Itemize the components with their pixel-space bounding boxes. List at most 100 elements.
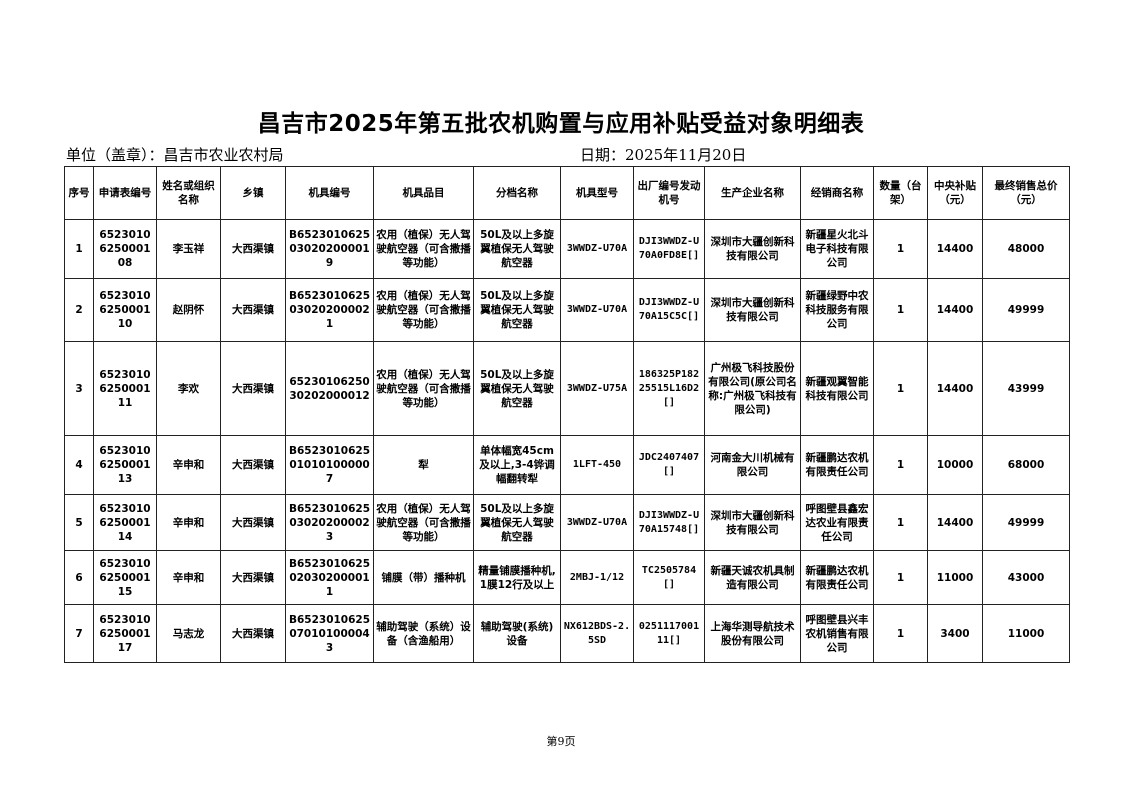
table-cell: 1 xyxy=(873,435,928,495)
table-cell: 单体幅宽45cm及以上,3-4铧调幅翻转犁 xyxy=(473,435,561,495)
table-cell: 6523010625000111 xyxy=(93,341,157,436)
table-cell: 2 xyxy=(64,278,94,342)
table-cell: 1 xyxy=(64,219,94,279)
table-cell: 14400 xyxy=(927,341,983,436)
table-row: 2 6523010625000110 赵阴怀 大西渠镇 B652301062503020… xyxy=(64,278,1070,342)
table-cell: 3 xyxy=(64,341,94,436)
table-cell: JDC2407407[] xyxy=(633,435,705,495)
table-row: 6 6523010625000115 辛申和 大西渠镇 B652301062502030… xyxy=(64,550,1070,605)
table-cell: 49999 xyxy=(982,278,1070,342)
table-cell: 马志龙 xyxy=(156,604,221,663)
table-cell: 14400 xyxy=(927,219,983,279)
table-cell: 辛申和 xyxy=(156,550,221,605)
table-cell: 新疆天诚农机具制造有限公司 xyxy=(704,550,801,605)
table-cell: 大西渠镇 xyxy=(220,278,286,342)
table-cell: 大西渠镇 xyxy=(220,219,286,279)
table-cell: 河南金大川机械有限公司 xyxy=(704,435,801,495)
table-cell: 49999 xyxy=(982,494,1070,551)
table-cell: 14400 xyxy=(927,494,983,551)
column-header: 姓名或组织名称 xyxy=(156,166,221,220)
table-cell: 3WWDZ-U70A xyxy=(560,278,634,342)
table-cell: TC2505784[] xyxy=(633,550,705,605)
column-header: 经销商名称 xyxy=(800,166,874,220)
table-cell: 辛申和 xyxy=(156,494,221,551)
table-cell: 6523010625000108 xyxy=(93,219,157,279)
table-cell: 11000 xyxy=(927,550,983,605)
table-cell: 新疆鹏达农机有限责任公司 xyxy=(800,435,874,495)
table-cell: 大西渠镇 xyxy=(220,494,286,551)
table-cell: 赵阴怀 xyxy=(156,278,221,342)
table-cell: 2MBJ-1/12 xyxy=(560,550,634,605)
unit-label: 单位（盖章）：昌吉市农业农村局 xyxy=(66,146,284,164)
table-cell: DJI3WWDZ-U70A0FD8E[] xyxy=(633,219,705,279)
table-cell: 1 xyxy=(873,604,928,663)
table-cell: 新疆观翼智能科技有限公司 xyxy=(800,341,874,436)
table-cell: 农用（植保）无人驾驶航空器（可含撒播等功能） xyxy=(373,341,474,436)
table-cell: 48000 xyxy=(982,219,1070,279)
table-cell: 大西渠镇 xyxy=(220,341,286,436)
column-header: 机具品目 xyxy=(373,166,474,220)
table-cell: 6523010625000115 xyxy=(93,550,157,605)
date-label: 日期：2025年11月20日 xyxy=(580,146,747,164)
table-row: 7 6523010625000117 马志龙 大西渠镇 B652301062507010… xyxy=(64,604,1070,663)
table-cell: 深圳市大疆创新科技有限公司 xyxy=(704,494,801,551)
table-cell: 铺膜（带）播种机 xyxy=(373,550,474,605)
column-header: 序号 xyxy=(64,166,94,220)
column-header: 最终销售总价（元） xyxy=(982,166,1070,220)
column-header: 生产企业名称 xyxy=(704,166,801,220)
table-cell: B6523010625020302000011 xyxy=(285,550,374,605)
column-header: 分档名称 xyxy=(473,166,561,220)
column-header: 机具编号 xyxy=(285,166,374,220)
table-cell: 新疆绿野中农科技服务有限公司 xyxy=(800,278,874,342)
table-cell: 6523010625030202000012 xyxy=(285,341,374,436)
table-cell: B6523010625070101000043 xyxy=(285,604,374,663)
table-cell: 6 xyxy=(64,550,94,605)
table-cell: 50L及以上多旋翼植保无人驾驶航空器 xyxy=(473,219,561,279)
column-header: 出厂编号发动机号 xyxy=(633,166,705,220)
table-cell: 3WWDZ-U70A xyxy=(560,219,634,279)
table-cell: 11000 xyxy=(982,604,1070,663)
table-cell: 犁 xyxy=(373,435,474,495)
table-cell: 025111700111[] xyxy=(633,604,705,663)
table-cell: B6523010625010101000007 xyxy=(285,435,374,495)
document-title: 昌吉市2025年第五批农机购置与应用补贴受益对象明细表 xyxy=(257,111,865,137)
column-header: 中央补贴（元） xyxy=(927,166,983,220)
table-cell: 43000 xyxy=(982,550,1070,605)
column-header: 乡镇 xyxy=(220,166,286,220)
table-cell: 1LFT-450 xyxy=(560,435,634,495)
table-cell: 6523010625000110 xyxy=(93,278,157,342)
table-cell: 大西渠镇 xyxy=(220,435,286,495)
table-cell: 精量铺膜播种机,1膜12行及以上 xyxy=(473,550,561,605)
table-cell: 50L及以上多旋翼植保无人驾驶航空器 xyxy=(473,278,561,342)
table-cell: 辛申和 xyxy=(156,435,221,495)
table-cell: 深圳市大疆创新科技有限公司 xyxy=(704,278,801,342)
table-row: 3 6523010625000111 李欢 大西渠镇 65230106250302020… xyxy=(64,341,1070,436)
table-cell: 43999 xyxy=(982,341,1070,436)
table-row: 5 6523010625000114 辛申和 大西渠镇 B652301062503020… xyxy=(64,494,1070,551)
page-number: 第9页 xyxy=(546,735,576,748)
table-cell: 4 xyxy=(64,435,94,495)
table-cell: 1 xyxy=(873,550,928,605)
table-cell: 李玉祥 xyxy=(156,219,221,279)
table-cell: 3400 xyxy=(927,604,983,663)
table-cell: 辅助驾驶（系统）设备（含渔船用） xyxy=(373,604,474,663)
table-cell: 大西渠镇 xyxy=(220,550,286,605)
table-cell: 7 xyxy=(64,604,94,663)
table-cell: DJI3WWDZ-U70A15C5C[] xyxy=(633,278,705,342)
column-header: 机具型号 xyxy=(560,166,634,220)
table-cell: 深圳市大疆创新科技有限公司 xyxy=(704,219,801,279)
table-cell: 1 xyxy=(873,219,928,279)
table-cell: 6523010625000117 xyxy=(93,604,157,663)
column-header: 申请表编号 xyxy=(93,166,157,220)
table-cell: 1 xyxy=(873,341,928,436)
table-cell: 68000 xyxy=(982,435,1070,495)
table-cell: 新疆鹏达农机有限责任公司 xyxy=(800,550,874,605)
table-cell: 50L及以上多旋翼植保无人驾驶航空器 xyxy=(473,341,561,436)
table-cell: B6523010625030202000021 xyxy=(285,278,374,342)
beneficiary-table: 序号 申请表编号 姓名或组织名称 乡镇 机具编号 机具品目 分档名称 机具型号 出厂编号发动机号… xyxy=(64,166,1070,663)
table-cell: DJI3WWDZ-U70A15748[] xyxy=(633,494,705,551)
table-cell: 广州极飞科技股份有限公司(原公司名称:广州极飞科技有限公司) xyxy=(704,341,801,436)
table-row: 1 6523010625000108 李玉祥 大西渠镇 B652301062503020… xyxy=(64,219,1070,279)
table-row: 4 6523010625000113 辛申和 大西渠镇 B652301062501010… xyxy=(64,435,1070,495)
table-cell: 3WWDZ-U70A xyxy=(560,494,634,551)
